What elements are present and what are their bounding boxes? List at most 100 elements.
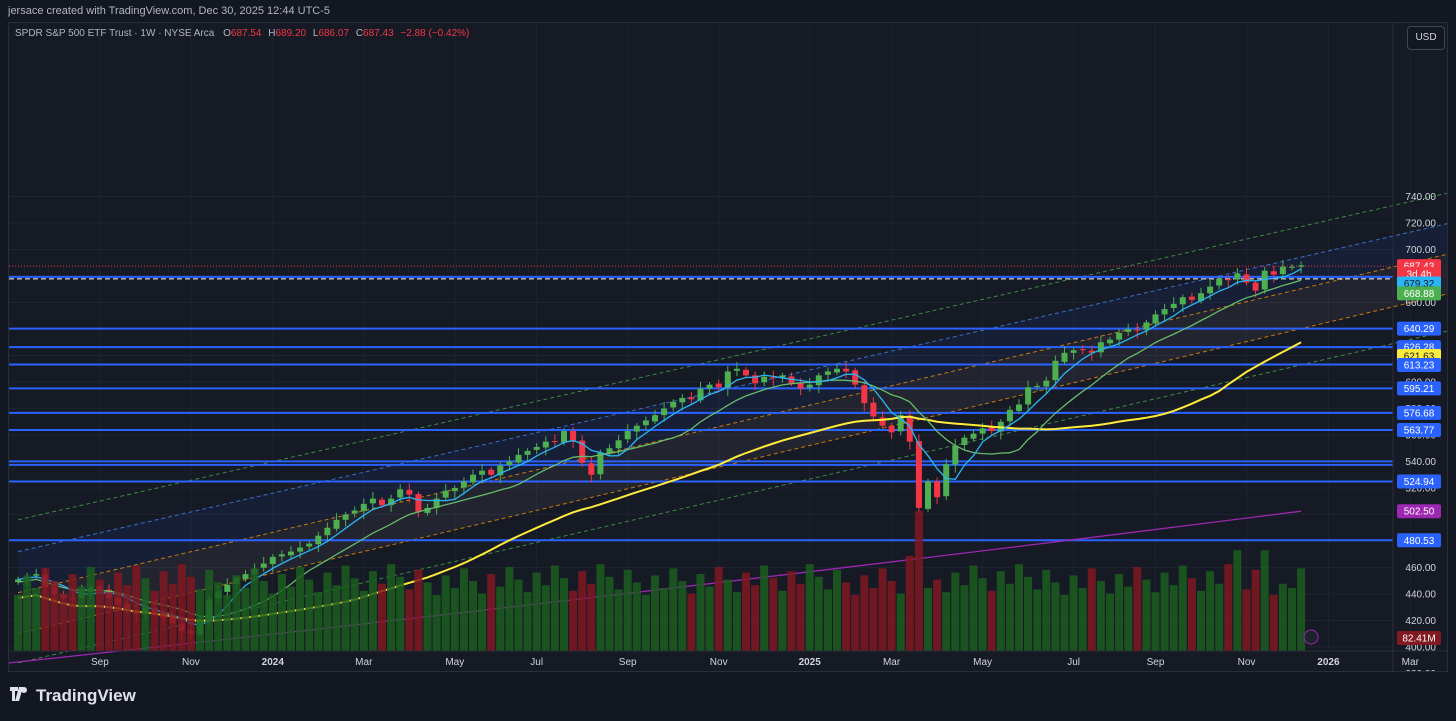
channel-middle-fill: [18, 254, 1447, 634]
candle-body: [1188, 296, 1195, 300]
candle-body: [451, 488, 458, 492]
candle-body: [570, 431, 577, 442]
price-label: 595.21: [1404, 384, 1435, 395]
chart-panel[interactable]: 380.00400.00420.00440.00460.00480.00500.…: [8, 22, 1448, 672]
candle-body: [752, 375, 759, 384]
volume-bar: [796, 583, 805, 651]
volume-bar: [341, 565, 350, 651]
channel-inner-upper-line: [17, 253, 1447, 594]
volume-bar: [1251, 569, 1260, 651]
volume-bar: [587, 583, 596, 651]
volume-label: 82.41M: [1402, 634, 1435, 645]
close-label: C: [355, 28, 364, 39]
price-tick-label: 420.00: [1405, 616, 1436, 627]
candle-body: [979, 428, 986, 434]
volume-bar: [1069, 575, 1078, 651]
candle-body: [324, 527, 331, 536]
volume-bar: [95, 579, 104, 651]
candle-body: [588, 463, 595, 475]
price-label-box: [1397, 358, 1441, 373]
volume-bar: [905, 555, 914, 651]
candle-body: [333, 519, 340, 529]
ma-fast-line: [17, 268, 1302, 626]
candle-body: [479, 470, 486, 475]
candle-body: [342, 514, 349, 520]
candle-body: [888, 425, 895, 433]
open-label: O: [223, 28, 231, 39]
candle-body: [670, 401, 677, 408]
volume-bar: [787, 571, 796, 651]
candle-body: [1043, 380, 1050, 387]
price-label: 621.63: [1404, 352, 1435, 363]
candle-body: [1198, 293, 1204, 301]
candle-body: [1125, 329, 1132, 332]
flash-icon: [1303, 629, 1319, 645]
candle-body: [624, 431, 631, 440]
candle-body: [697, 388, 704, 401]
close-value: 687.43: [363, 28, 394, 39]
candle-body: [351, 510, 358, 514]
ma-mid-line: [17, 279, 1302, 618]
candle-body: [843, 368, 850, 372]
volume-bar: [387, 564, 396, 651]
candle-body: [1107, 339, 1113, 344]
time-tick-label: Mar: [1402, 657, 1420, 668]
price-chart[interactable]: 380.00400.00420.00440.00460.00480.00500.…: [9, 23, 1447, 671]
volume-bar: [150, 590, 159, 651]
volume-bar: [478, 593, 487, 651]
volume-bar: [1051, 582, 1060, 651]
volume-bar: [1160, 572, 1169, 651]
volume-bar: [1087, 568, 1096, 651]
candle-body: [306, 543, 313, 547]
time-tick-label: 2024: [262, 657, 285, 668]
volume-bar: [159, 571, 168, 651]
volume-bar: [423, 582, 432, 651]
candle-body: [797, 383, 804, 389]
volume-bar: [396, 576, 405, 651]
volume-bar: [259, 581, 268, 651]
volume-bar: [869, 588, 878, 651]
candle-body: [897, 415, 904, 432]
volume-bar: [123, 585, 132, 651]
currency-button[interactable]: USD: [1407, 26, 1445, 50]
candle-body: [379, 499, 385, 506]
volume-bar: [823, 589, 832, 651]
volume-bar: [469, 581, 477, 651]
candle-body: [1289, 266, 1295, 268]
candle-body: [688, 397, 695, 400]
candle-body: [242, 574, 249, 580]
time-tick-label: Mar: [883, 657, 901, 668]
candle-body: [1061, 352, 1068, 362]
candle-body: [1134, 329, 1141, 331]
candle-body: [633, 425, 640, 432]
volume-bar: [1060, 595, 1069, 651]
candle-body: [297, 547, 304, 552]
volume-bar: [514, 579, 523, 651]
volume-bar: [1233, 550, 1242, 651]
tradingview-brand[interactable]: TradingView: [10, 686, 136, 706]
volume-bar: [1133, 567, 1142, 651]
volume-bar: [177, 564, 186, 651]
low-label: L: [312, 28, 319, 39]
price-tick-label: 700.00: [1405, 245, 1436, 256]
candle-body: [1034, 385, 1041, 387]
volume-bar: [1215, 583, 1224, 651]
candle-body: [224, 584, 231, 592]
candle-body: [606, 448, 613, 454]
volume-bar: [814, 576, 823, 651]
volume-bar: [1187, 578, 1196, 651]
candle-body: [1088, 350, 1095, 353]
price-label-box: [1397, 423, 1441, 438]
volume-bar: [432, 595, 441, 651]
candle-body: [779, 375, 786, 378]
time-tick-label: May: [445, 657, 464, 668]
candle-body: [497, 465, 504, 476]
price-label: 480.53: [1404, 536, 1435, 547]
volume-bar: [1024, 576, 1033, 651]
candle-body: [743, 369, 749, 376]
candle-body: [925, 481, 931, 509]
candle-body: [761, 376, 768, 383]
volume-bar: [441, 575, 450, 651]
time-tick-label: Sep: [619, 657, 637, 668]
volume-bar: [1260, 550, 1269, 651]
